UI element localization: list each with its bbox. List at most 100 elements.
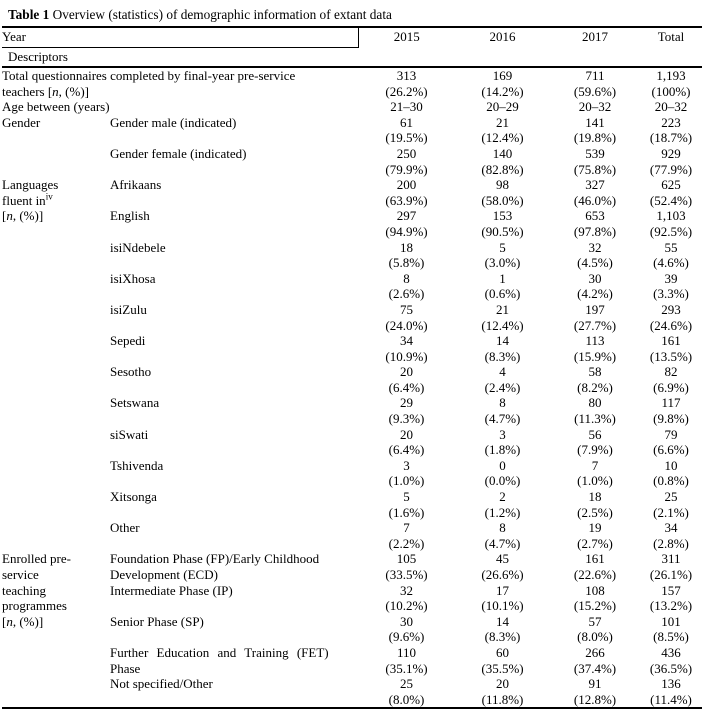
value-cell: (97.8%)	[573, 223, 617, 239]
value-cell: (3.0%)	[484, 255, 521, 271]
value-cell: (18.7%)	[649, 130, 693, 146]
table-body: Total questionnaires completed by final-…	[2, 67, 702, 710]
row-descriptor: teachers [n, (%)]	[2, 83, 89, 99]
row-group-label	[2, 224, 110, 240]
value-cell: 223	[661, 114, 681, 130]
value-cell: (6.6%)	[653, 442, 689, 458]
demographics-table: Year 2015 2016 2017 Total Descriptors To…	[2, 26, 702, 710]
descriptors-header-row: Descriptors	[2, 47, 702, 68]
value-cell: 25	[664, 489, 678, 505]
value-cell: 436	[661, 644, 681, 660]
table-row: isiXhosa 8 1 30 39	[2, 271, 702, 287]
row-descriptor	[110, 349, 358, 365]
value-cell: (0.0%)	[484, 473, 521, 489]
value-cell: (46.0%)	[573, 192, 617, 208]
value-cell: 157	[661, 582, 681, 598]
value-cell: 4	[499, 364, 506, 380]
row-descriptor: Sesotho	[110, 364, 152, 380]
value-cell: 55	[664, 239, 678, 255]
value-cell: 161	[585, 551, 605, 567]
table-row: (8.0%) (11.8%) (12.8%) (11.4%)	[2, 691, 702, 710]
value-cell: (0.8%)	[653, 473, 689, 489]
value-cell: 297	[396, 208, 417, 224]
value-cell: (4.2%)	[577, 286, 613, 302]
row-descriptor	[110, 442, 358, 458]
value-cell: (58.0%)	[481, 192, 524, 208]
value-cell: 20–32	[578, 99, 612, 115]
table-row: Sesotho 20 4 58 82	[2, 364, 702, 380]
value-cell: (2.6%)	[388, 286, 425, 302]
row-descriptor	[110, 473, 358, 489]
value-cell: 29	[400, 395, 413, 411]
value-cell: 10	[664, 457, 678, 473]
value-cell: 113	[585, 333, 605, 349]
row-descriptor: isiZulu	[110, 301, 147, 317]
table-row: Xitsonga 5 2 18 25	[2, 489, 702, 505]
value-cell: (19.5%)	[385, 130, 428, 146]
value-cell: (2.7%)	[577, 535, 613, 551]
value-cell: (2.1%)	[653, 504, 689, 520]
table-row: Not specified/Other 25 20 91 136	[2, 676, 702, 692]
value-cell: (90.5%)	[481, 223, 524, 239]
value-cell: 110	[396, 644, 417, 660]
row-group-label: [n, (%)]	[2, 208, 44, 224]
table-row: programmes (10.2%) (10.1%) (15.2%) (13.2%)	[2, 598, 702, 614]
value-cell: 91	[588, 676, 602, 692]
column-header-2016: 2016	[455, 26, 550, 48]
value-cell: (11.3%)	[574, 411, 616, 427]
value-cell: 7	[403, 520, 410, 536]
row-descriptor	[110, 318, 358, 334]
value-cell: 313	[396, 68, 417, 83]
table-row: (19.5%) (12.4%) (19.8%) (18.7%)	[2, 130, 702, 146]
value-cell: 8	[499, 520, 506, 536]
table-row: Sepedi 34 14 113 161	[2, 333, 702, 349]
value-cell: (4.7%)	[484, 535, 521, 551]
value-cell: (8.2%)	[577, 379, 613, 395]
row-descriptor: Gender male (indicated)	[110, 114, 237, 130]
value-cell: (35.1%)	[385, 660, 428, 676]
table-row: Gender female (indicated) 250 140 539 929	[2, 146, 702, 162]
value-cell: 266	[585, 644, 605, 660]
table-row: (6.4%) (1.8%) (7.9%) (6.6%)	[2, 442, 702, 458]
value-cell: (82.8%)	[481, 161, 524, 177]
value-cell: (52.4%)	[649, 192, 693, 208]
row-group-label: programmes	[2, 598, 67, 614]
row-descriptor: Foundation Phase (FP)/Early Childhood	[110, 551, 320, 567]
value-cell: 1,103	[656, 208, 686, 224]
value-cell: (2.2%)	[388, 535, 425, 551]
value-cell: (11.8%)	[455, 691, 550, 710]
value-cell: 21	[496, 301, 509, 317]
value-cell: 39	[664, 270, 678, 286]
value-cell: 200	[396, 177, 417, 193]
table-row: (2.2%) (4.7%) (2.7%) (2.8%)	[2, 536, 702, 552]
value-cell: (2.8%)	[653, 535, 689, 551]
value-cell: 25	[400, 676, 413, 692]
row-group-label	[2, 458, 110, 474]
value-cell: (15.2%)	[573, 598, 617, 614]
value-cell: 117	[661, 395, 681, 411]
value-cell: 311	[661, 551, 681, 567]
table-row: Total questionnaires completed by final-…	[2, 67, 702, 84]
value-cell: 30	[588, 270, 602, 286]
row-group-label	[2, 146, 110, 162]
value-cell: 653	[585, 208, 605, 224]
table-row: isiZulu 75 21 197 293	[2, 302, 702, 318]
value-cell: 101	[661, 613, 681, 629]
row-group-label	[2, 536, 110, 552]
table-row: Languages Afrikaans 200 98 327 625	[2, 177, 702, 193]
row-group-label	[2, 442, 110, 458]
row-descriptor	[110, 629, 358, 645]
value-cell: (4.6%)	[653, 255, 689, 271]
value-cell: 8	[403, 270, 410, 286]
row-group-label	[2, 318, 110, 334]
value-cell: (9.6%)	[388, 629, 425, 645]
row-group-label: fluent iniv	[2, 192, 53, 208]
value-cell: (4.5%)	[577, 255, 613, 271]
row-group-label: service	[2, 567, 39, 582]
value-cell: (1.6%)	[388, 504, 425, 520]
value-cell: 45	[496, 551, 509, 567]
value-cell: (2.4%)	[484, 379, 521, 395]
row-group-label	[2, 489, 110, 505]
row-group-label	[2, 349, 110, 365]
value-cell: (0.6%)	[484, 286, 521, 302]
